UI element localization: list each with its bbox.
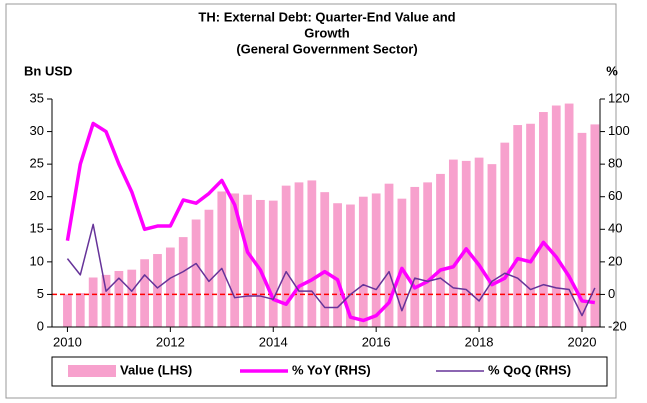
- bar: [178, 237, 188, 327]
- line-series: [65, 121, 596, 323]
- y-tick-label: 0: [37, 318, 44, 333]
- bar: [281, 185, 291, 327]
- y-axis-label: Bn USD: [24, 63, 72, 78]
- x-tick-label: 2016: [362, 334, 391, 349]
- bar: [256, 199, 265, 327]
- bar: [217, 191, 227, 327]
- y-tick-label: 25: [30, 156, 44, 171]
- bar: [243, 194, 252, 327]
- bar: [165, 247, 175, 327]
- bar: [346, 204, 355, 327]
- bar: [114, 270, 124, 327]
- bar: [371, 193, 381, 327]
- y2-tick-label: 120: [608, 90, 630, 105]
- legend-swatch: [68, 365, 116, 377]
- bar: [487, 164, 497, 327]
- bar: [333, 203, 342, 327]
- bar: [63, 294, 72, 327]
- bar: [500, 142, 510, 327]
- bar: [590, 124, 600, 327]
- legend-label: % YoY (RHS): [292, 362, 371, 377]
- bar: [191, 219, 201, 327]
- bar: [230, 193, 240, 327]
- y-tick-label: 5: [37, 286, 44, 301]
- y-tick-label: 20: [30, 188, 44, 203]
- bar: [75, 293, 85, 327]
- x-tick-label: 2014: [259, 334, 288, 349]
- y2-tick-label: 60: [608, 188, 622, 203]
- y2-tick-label: 40: [608, 221, 622, 236]
- y-tick-label: 15: [30, 221, 44, 236]
- bar: [101, 274, 111, 327]
- bar: [358, 196, 368, 327]
- chart-title: (General Government Sector): [236, 41, 417, 56]
- bar: [204, 209, 214, 327]
- bar: [564, 103, 574, 327]
- chart-title: TH: External Debt: Quarter-End Value and: [198, 9, 455, 24]
- y2-tick-label: 100: [608, 123, 630, 138]
- legend-label: Value (LHS): [120, 362, 192, 377]
- bar: [127, 269, 137, 327]
- y2-tick-label: 0: [608, 286, 615, 301]
- bar: [320, 192, 330, 327]
- bar: [384, 183, 394, 327]
- x-tick-label: 2010: [53, 334, 82, 349]
- legend-box: [51, 356, 608, 387]
- x-tick-label: 2020: [568, 334, 597, 349]
- x-tick-label: 2012: [156, 334, 185, 349]
- bar: [513, 125, 523, 327]
- y2-tick-label: 20: [608, 253, 622, 268]
- y-tick-label: 35: [30, 90, 44, 105]
- y2-tick-label: 80: [608, 156, 622, 171]
- bar: [88, 277, 98, 327]
- bar: [526, 123, 535, 327]
- bar: [448, 159, 458, 327]
- bar: [551, 105, 561, 327]
- bar: [397, 198, 407, 327]
- bar: [153, 254, 162, 327]
- bar: [268, 200, 278, 327]
- x-tick-label: 2018: [465, 334, 494, 349]
- y2-tick-label: -20: [608, 318, 627, 333]
- y-tick-label: 30: [30, 123, 44, 138]
- bar: [474, 157, 484, 327]
- bar: [294, 182, 304, 327]
- bar: [410, 186, 420, 327]
- bar: [307, 180, 317, 327]
- bar: [140, 259, 149, 327]
- bar: [577, 132, 587, 327]
- bar: [539, 112, 548, 328]
- y2-axis-label: %: [606, 63, 618, 78]
- legend-label: % QoQ (RHS): [488, 362, 571, 377]
- line-series: [66, 223, 596, 317]
- y-tick-label: 10: [30, 253, 44, 268]
- bar: [436, 173, 445, 327]
- chart-title: Growth: [304, 25, 350, 40]
- bar: [461, 160, 471, 327]
- bar: [423, 182, 432, 327]
